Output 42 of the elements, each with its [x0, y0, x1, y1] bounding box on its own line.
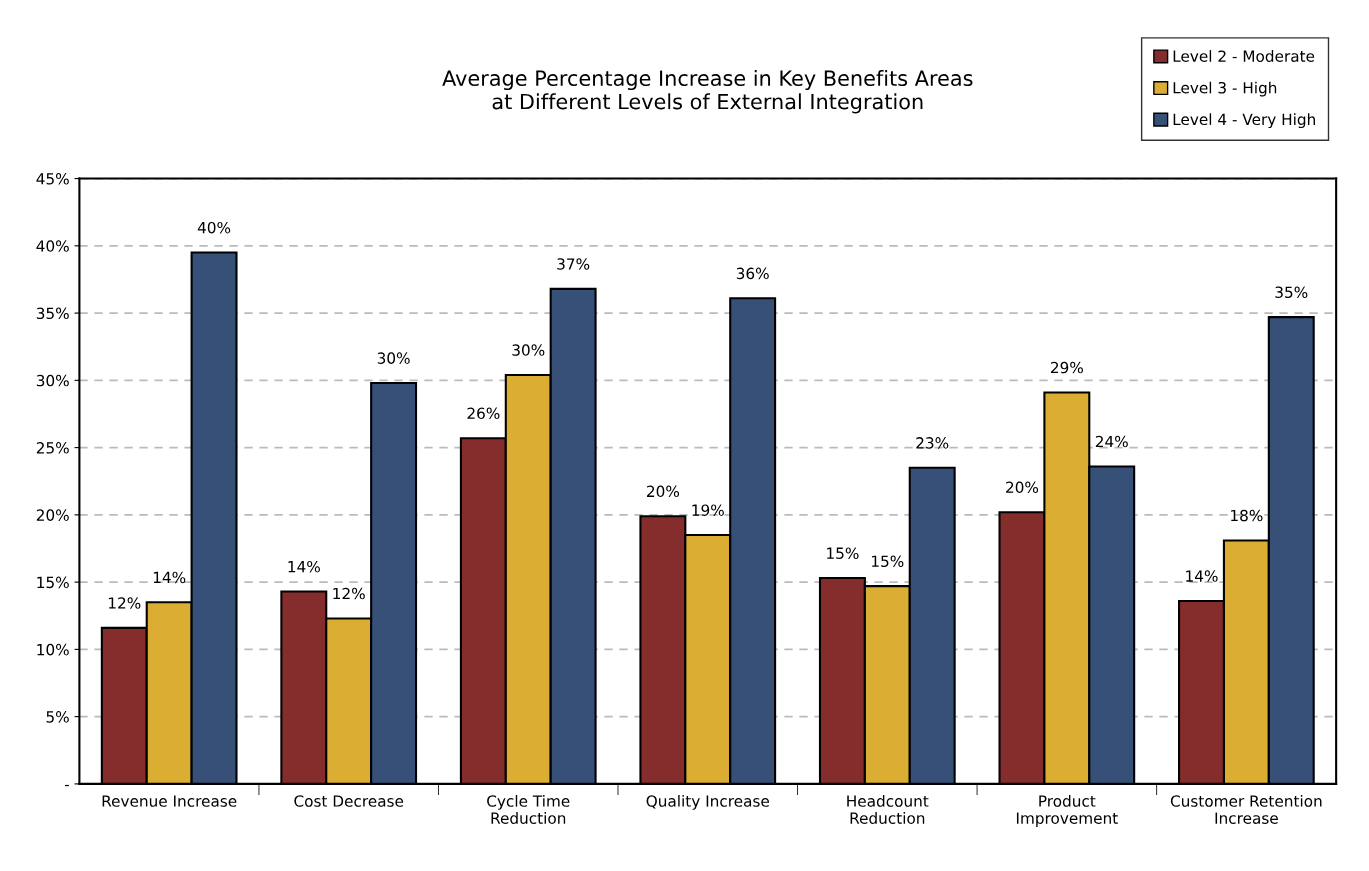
y-tick-label: 25%	[36, 442, 69, 454]
x-tick-label: Product Improvement	[1016, 795, 1118, 827]
data-label: 20%	[647, 485, 680, 498]
y-tick-label: -	[64, 784, 69, 787]
data-label: 23%	[916, 437, 949, 449]
data-label: 12%	[333, 587, 365, 600]
y-tick-label: 15%	[37, 576, 69, 589]
data-label: 26%	[467, 407, 500, 420]
data-label: 18%	[1231, 509, 1263, 522]
data-label: 36%	[736, 267, 769, 280]
data-label: 14%	[153, 571, 186, 584]
data-label: 19%	[692, 504, 724, 516]
x-tick-label: Revenue Increase	[102, 795, 237, 807]
data-label: 14%	[1186, 570, 1218, 582]
legend-label: Level 4 - Very High	[1173, 113, 1315, 129]
chart-title: Average Percentage Increase in Key Benefits Areas at Different Levels of External Integration	[442, 69, 973, 114]
data-label: 24%	[1095, 435, 1128, 448]
x-tick-label: Cycle Time Reduction	[487, 795, 570, 824]
data-label: 12%	[108, 597, 141, 609]
y-tick-label: 40%	[36, 240, 69, 252]
y-tick-label: 45%	[36, 173, 69, 185]
data-label: 37%	[557, 258, 590, 270]
x-tick-label: Customer Retention Increase	[1170, 795, 1322, 824]
y-tick-label: 10%	[37, 643, 69, 656]
data-label: 14%	[288, 560, 320, 573]
x-tick-label: Headcount Reduction	[847, 795, 929, 824]
data-label: 30%	[377, 352, 410, 364]
y-tick-label: 30%	[36, 374, 69, 387]
data-label: 30%	[512, 344, 545, 356]
y-tick-label: 35%	[36, 307, 69, 320]
x-tick-label: Cost Decrease	[294, 795, 404, 807]
data-label: 40%	[197, 221, 231, 234]
data-label: 15%	[827, 547, 859, 559]
data-label: 29%	[1050, 361, 1083, 374]
y-tick-label: 5%	[46, 711, 69, 723]
y-tick-label: 20%	[36, 509, 69, 521]
x-tick-label: Quality Increase	[646, 795, 770, 810]
data-label: 15%	[872, 555, 904, 568]
legend-label: Level 3 - High	[1173, 81, 1277, 97]
legend-label: Level 2 - Moderate	[1173, 50, 1315, 62]
data-label: 35%	[1275, 286, 1308, 299]
data-label: 20%	[1006, 481, 1039, 494]
